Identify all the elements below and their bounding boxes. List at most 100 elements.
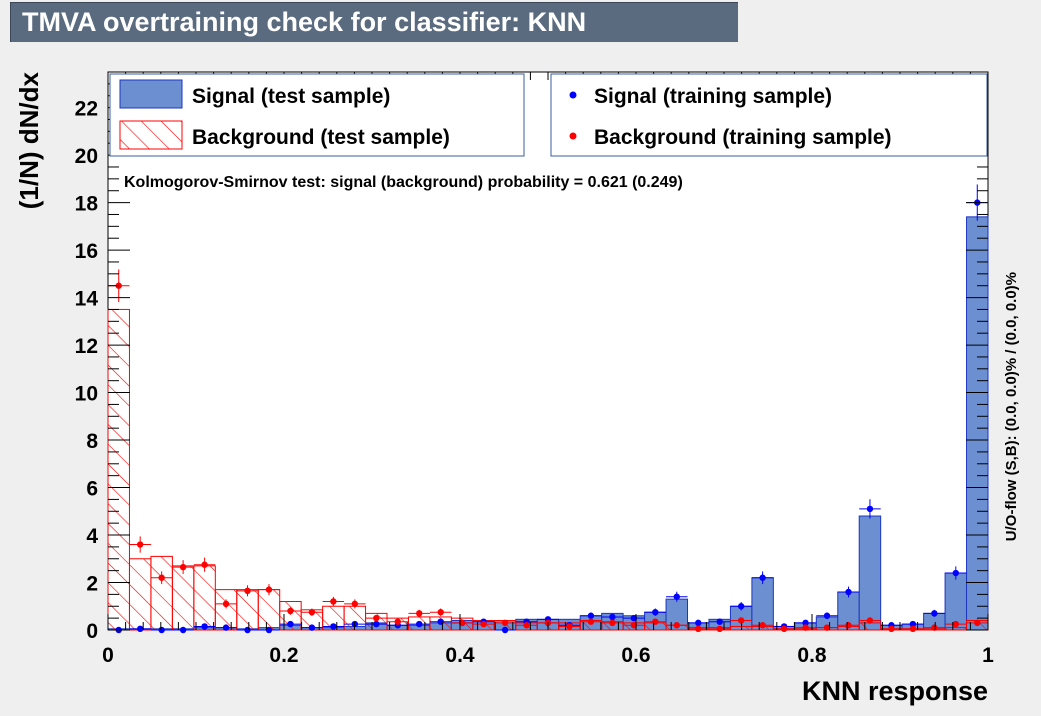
legend-right-box <box>550 73 988 157</box>
background-test-bar <box>257 589 281 631</box>
signal-train-point <box>129 625 151 633</box>
background-train-point <box>236 585 259 597</box>
background-train-point <box>150 571 173 585</box>
background-train-point <box>816 624 838 631</box>
background-train-point <box>193 557 216 572</box>
signal-train-point <box>902 620 924 628</box>
background-train-point <box>902 625 924 633</box>
y-axis-label: (1/N) dN/dx <box>14 71 44 209</box>
y-tick-label: 12 <box>75 335 98 358</box>
background-train-point <box>279 607 302 615</box>
legend-label-background-train: Background (training sample) <box>594 126 892 149</box>
signal-train-point <box>365 620 388 628</box>
background-train-point <box>687 625 709 633</box>
ks-test-annotation: Kolmogorov-Smirnov test: signal (backgro… <box>124 174 683 191</box>
y-tick-label: 10 <box>75 383 98 406</box>
background-test-bar <box>193 565 216 631</box>
signal-train-point <box>666 591 688 602</box>
background-test-bar <box>150 555 173 631</box>
signal-train-point <box>408 620 430 628</box>
signal-train-point <box>859 499 881 519</box>
signal-train-point <box>730 601 752 611</box>
legend-swatch-background-test <box>119 120 183 150</box>
background-train-point <box>880 625 903 633</box>
signal-test-bar <box>858 515 882 631</box>
y-tick-label: 14 <box>75 288 99 311</box>
signal-train-point <box>837 586 860 598</box>
y-tick-label: 8 <box>86 430 98 453</box>
signal-test-bar <box>966 216 989 631</box>
background-train-point <box>966 619 988 627</box>
background-train-point <box>322 596 345 607</box>
background-train-point <box>666 622 688 629</box>
background-train-point <box>859 617 881 624</box>
background-train-point <box>923 624 946 631</box>
x-axis-label: KNN response <box>802 676 988 706</box>
signal-train-point <box>708 618 731 625</box>
background-train-point <box>708 625 731 633</box>
background-train-point <box>429 608 452 616</box>
y-tick-label: 2 <box>86 573 98 596</box>
background-test-bar <box>858 622 882 631</box>
legend-swatch-signal-test <box>119 79 183 109</box>
signal-train-point <box>580 612 602 620</box>
legend-label-signal-test: Signal (test sample) <box>192 85 390 108</box>
y-tick-label: 4 <box>86 525 98 548</box>
y-tick-label: 22 <box>75 98 98 121</box>
background-train-point <box>558 623 581 630</box>
legend-marker-signal-train <box>569 91 577 99</box>
legend-label-signal-train: Signal (training sample) <box>594 85 832 108</box>
chart-title: TMVA overtraining check for classifier: … <box>10 2 738 42</box>
background-train-point <box>408 609 430 617</box>
signal-train-point <box>258 626 280 634</box>
background-train-point <box>365 614 388 622</box>
background-train-point <box>580 618 602 625</box>
background-test-bar <box>944 627 968 631</box>
background-train-point <box>794 624 817 631</box>
signal-train-point <box>172 626 194 634</box>
signal-train-point <box>644 608 667 616</box>
signal-train-point <box>945 566 967 580</box>
signal-train-point <box>687 619 709 627</box>
signal-train-point <box>279 620 302 628</box>
background-train-point <box>515 622 538 629</box>
y-tick-label: 6 <box>86 478 98 501</box>
y-tick-label: 16 <box>75 240 98 263</box>
legend-marker-background-train <box>569 132 577 140</box>
signal-train-point <box>494 626 516 634</box>
background-train-point <box>344 599 366 609</box>
x-tick-label: 1 <box>982 644 994 667</box>
background-test-bar <box>214 589 238 631</box>
background-train-point <box>472 620 495 628</box>
background-train-point <box>451 619 473 627</box>
x-tick-label: 0 <box>102 644 114 667</box>
x-tick-label: 0.2 <box>269 644 298 667</box>
y-tick-label: 20 <box>75 145 98 168</box>
background-train-point <box>129 536 151 553</box>
background-train-point <box>172 560 194 575</box>
background-train-point <box>258 584 280 596</box>
signal-train-point <box>623 614 645 622</box>
background-test-bar <box>171 565 195 631</box>
signal-train-point <box>215 624 237 631</box>
background-train-point <box>215 599 237 609</box>
signal-train-point <box>794 619 817 627</box>
y-tick-label: 18 <box>75 193 99 216</box>
signal-train-point <box>193 623 216 630</box>
background-train-point <box>494 619 516 627</box>
background-train-point <box>623 622 645 629</box>
background-train-point <box>301 608 323 616</box>
x-tick-label: 0.6 <box>621 644 650 667</box>
overflow-label: U/O-flow (S,B): (0.0, 0.0)% / (0.0, 0.0)… <box>1003 272 1020 541</box>
signal-train-point <box>150 626 173 634</box>
plot-frame <box>107 71 989 631</box>
y-tick-label: 0 <box>86 620 98 643</box>
x-tick-label: 0.4 <box>445 644 475 667</box>
signal-train-point <box>751 571 774 585</box>
background-test-bar <box>107 308 130 631</box>
background-train-point <box>387 618 409 625</box>
background-train-point <box>751 622 774 629</box>
signal-train-point <box>601 613 624 621</box>
signal-train-point <box>816 612 838 620</box>
